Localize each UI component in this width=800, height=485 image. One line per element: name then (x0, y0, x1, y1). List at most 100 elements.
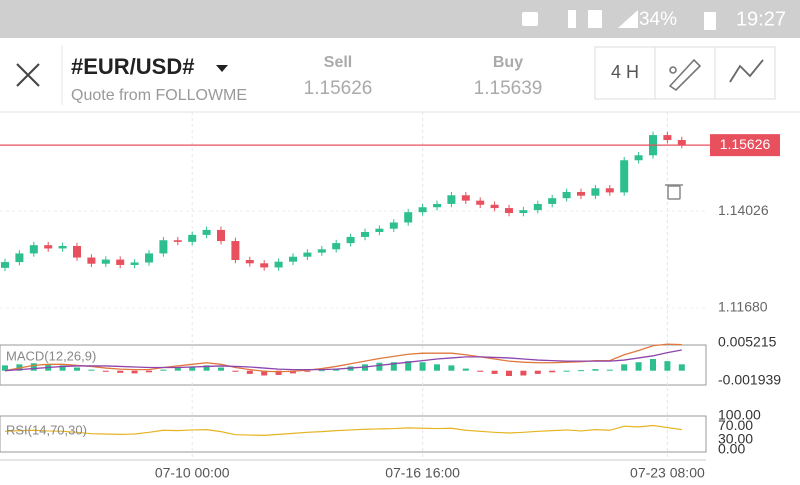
symbol[interactable]: #EUR/USD# (71, 54, 194, 79)
macd-bar (2, 365, 8, 371)
buy-price[interactable]: 1.15639 (474, 78, 543, 99)
macd-bar (678, 364, 685, 371)
candle-body (303, 252, 312, 257)
plot (0, 131, 710, 436)
macd-bar (390, 362, 397, 371)
candle-body (677, 140, 686, 145)
candle-body (202, 229, 211, 235)
rsi-panel (0, 415, 707, 453)
macd-bar (549, 370, 556, 373)
toolbar (594, 46, 776, 100)
macd-bar (592, 369, 599, 371)
candle-body (73, 245, 81, 258)
candle-body (663, 135, 672, 141)
macd-bar (290, 370, 296, 374)
candle-body (548, 198, 557, 204)
candle-body (332, 243, 341, 250)
candle-body (101, 259, 110, 264)
macd-bar (261, 370, 268, 376)
x-tick-label: 07-16 16:00 (385, 465, 460, 480)
indicator-title: MACD(12,26,9) (6, 348, 96, 363)
macd-bar (578, 370, 584, 372)
macd-line (4, 343, 682, 373)
candle-body (461, 195, 470, 201)
candle-body (533, 203, 542, 211)
macd-bar (534, 370, 541, 374)
candle-body (389, 222, 398, 229)
y-tick-label: 1.14026 (718, 202, 769, 218)
candle-body (346, 236, 355, 244)
macd-bar (462, 368, 469, 371)
sell-label[interactable]: Sell (324, 54, 352, 71)
candle-body (519, 210, 528, 214)
timeframe-button[interactable]: 4 H (611, 62, 639, 82)
sell-price[interactable]: 1.15626 (304, 78, 373, 99)
y-tick-label: -0.001939 (718, 372, 781, 388)
macd-bar (246, 370, 253, 374)
macd-bar (376, 362, 383, 371)
close-button[interactable] (16, 63, 40, 87)
candle-body (44, 245, 53, 249)
candle-body (620, 160, 629, 193)
candle-body (476, 200, 485, 205)
candle-body (605, 188, 614, 193)
macd-bar (102, 370, 109, 372)
macd-panel (0, 344, 707, 386)
candle-body (289, 256, 297, 262)
current-price-tag (710, 134, 780, 157)
macd-bar (74, 367, 80, 371)
rsi-line (4, 424, 682, 436)
macd-bar (30, 363, 37, 371)
candle-body (404, 212, 413, 223)
macd-bar (434, 364, 440, 371)
macd-bar (174, 368, 181, 371)
macd-line (4, 349, 682, 372)
candle-body (591, 188, 600, 196)
macd-bar (506, 370, 512, 377)
battery-level: 34% (639, 9, 677, 30)
indicator-title: RSI(14,70,30) (6, 422, 87, 437)
grid (0, 112, 706, 460)
indicator-button[interactable] (729, 59, 764, 83)
candle-body (130, 262, 139, 265)
candle-body (490, 204, 499, 209)
macd-bar (477, 370, 484, 372)
candle-body (274, 261, 283, 268)
candle-body (231, 241, 240, 261)
status-bar (0, 0, 800, 38)
y-tick-label: 70.00 (718, 417, 753, 433)
candle-body (577, 191, 585, 196)
macd-bar (203, 365, 210, 371)
buy-label[interactable]: Buy (493, 54, 523, 71)
candle-body (447, 195, 456, 204)
candle-body (159, 240, 168, 254)
macd-bar (146, 370, 152, 373)
x-tick-label: 07-23 08:00 (630, 465, 705, 480)
macd-bar (117, 370, 124, 373)
candle-body (375, 228, 384, 232)
macd-bar (621, 364, 628, 371)
candle-body (317, 249, 326, 253)
macd-bar (160, 369, 167, 371)
delete-button[interactable] (665, 184, 683, 200)
candle-body (361, 231, 369, 237)
macd-bar (563, 370, 570, 372)
candle-body (15, 253, 24, 263)
candle-body (245, 260, 254, 264)
draw-tool-button[interactable] (668, 58, 702, 92)
macd-bar (520, 370, 527, 376)
current-price-label: 1.15626 (720, 136, 771, 152)
candle-body (87, 257, 96, 264)
symbol-dropdown[interactable] (216, 65, 228, 72)
candle-body (217, 229, 225, 242)
candle-body (562, 191, 571, 199)
y-tick-label: 1.11680 (718, 299, 768, 315)
macd-bar (131, 370, 138, 374)
y-tick-label: 100.00 (718, 407, 761, 423)
macd-bar (606, 369, 613, 371)
y-tick-label: 0.005215 (718, 334, 777, 350)
candle-body (418, 207, 427, 213)
macd-bar (88, 369, 95, 371)
candle-body (116, 259, 125, 265)
